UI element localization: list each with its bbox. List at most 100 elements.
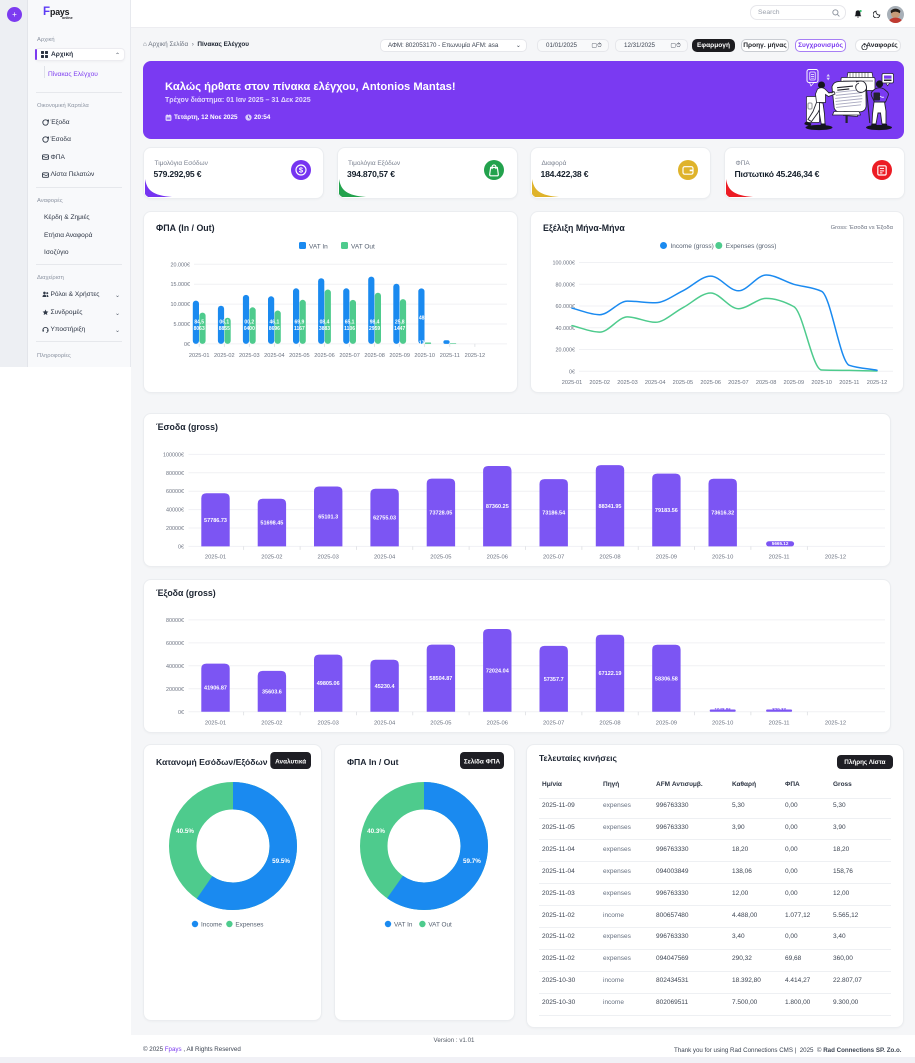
svg-text:$: $ [298, 166, 303, 175]
svg-text:59.7%: 59.7% [463, 858, 481, 865]
svg-text:2025-04: 2025-04 [264, 353, 285, 359]
svg-text:2025-09: 2025-09 [389, 353, 410, 359]
svg-text:ΦΠΑ In / Out: ΦΠΑ In / Out [347, 757, 399, 767]
svg-text:2025-01: 2025-01 [562, 380, 583, 386]
svg-text:65,1: 65,1 [345, 319, 355, 325]
svg-text:2025-06: 2025-06 [700, 380, 721, 386]
svg-text:Income (gross): Income (gross) [671, 243, 714, 250]
svg-text:2025-11: 2025-11 [440, 353, 460, 359]
svg-text:Expenses (gross): Expenses (gross) [726, 243, 777, 250]
svg-text:8696: 8696 [269, 326, 280, 332]
svg-text:48: 48 [419, 315, 425, 321]
svg-text:20.000€: 20.000€ [556, 347, 576, 353]
svg-text:2025-11: 2025-11 [769, 555, 790, 561]
svg-text:Income: Income [201, 922, 222, 929]
svg-text:69,9: 69,9 [295, 319, 305, 325]
svg-text:60000€: 60000€ [166, 641, 184, 647]
svg-text:2025-02: 2025-02 [214, 353, 235, 359]
svg-text:2025-08: 2025-08 [756, 380, 777, 386]
svg-text:2025-10: 2025-10 [811, 380, 832, 386]
svg-text:80000€: 80000€ [166, 618, 184, 624]
svg-text:58306.58: 58306.58 [655, 676, 678, 682]
svg-text:2025-11: 2025-11 [769, 721, 790, 727]
svg-text:67122.19: 67122.19 [599, 671, 622, 677]
svg-text:2025-12: 2025-12 [825, 555, 846, 561]
svg-text:100000€: 100000€ [163, 452, 184, 458]
svg-text:2025-12: 2025-12 [465, 353, 486, 359]
svg-text:00,2: 00,2 [244, 319, 254, 325]
svg-text:2025-01: 2025-01 [205, 555, 226, 561]
svg-text:46,1: 46,1 [270, 319, 280, 325]
svg-text:20000€: 20000€ [166, 687, 184, 693]
svg-text:2025-12: 2025-12 [867, 380, 888, 386]
svg-text:2025-06: 2025-06 [487, 721, 508, 727]
svg-text:2025-12: 2025-12 [825, 721, 846, 727]
svg-text:8855: 8855 [219, 326, 230, 332]
svg-text:1167: 1167 [294, 326, 305, 332]
svg-text:Gross: Έσοδα vs Έξοδα: Gross: Έσοδα vs Έξοδα [831, 225, 894, 231]
svg-text:Εξέλιξη Μήνα-Μήνα: Εξέλιξη Μήνα-Μήνα [543, 223, 625, 233]
svg-text:2025-11: 2025-11 [839, 380, 859, 386]
svg-text:2025-05: 2025-05 [430, 555, 451, 561]
svg-text:2025-06: 2025-06 [487, 555, 508, 561]
svg-text:2025-05: 2025-05 [289, 353, 310, 359]
svg-text:45230.4: 45230.4 [375, 684, 396, 690]
svg-text:2025-09: 2025-09 [784, 380, 805, 386]
svg-text:ΦΠΑ (In / Out): ΦΠΑ (In / Out) [156, 223, 215, 233]
svg-text:65101.3: 65101.3 [318, 515, 338, 521]
svg-text:25,8: 25,8 [395, 319, 405, 325]
svg-text:2025-07: 2025-07 [543, 555, 564, 561]
svg-text:49805.06: 49805.06 [317, 681, 340, 687]
svg-text:59.5%: 59.5% [272, 858, 290, 865]
svg-text:2025-03: 2025-03 [318, 555, 339, 561]
svg-text:2025-09: 2025-09 [656, 721, 677, 727]
svg-text:2025-10: 2025-10 [712, 555, 733, 561]
svg-text:60000€: 60000€ [166, 489, 184, 495]
svg-text:0400: 0400 [244, 326, 255, 332]
svg-text:2025-03: 2025-03 [617, 380, 638, 386]
svg-text:40000€: 40000€ [166, 508, 184, 514]
svg-text:0€: 0€ [184, 341, 190, 347]
svg-text:2959: 2959 [369, 326, 380, 332]
svg-text:73728.05: 73728.05 [429, 511, 452, 517]
svg-text:2025-04: 2025-04 [374, 555, 396, 561]
svg-text:Αναλυτικά: Αναλυτικά [275, 758, 306, 766]
svg-text:40.3%: 40.3% [367, 828, 385, 835]
svg-text:1048.86: 1048.86 [715, 707, 732, 712]
svg-text:829.33: 829.33 [772, 707, 786, 712]
svg-text:88341.95: 88341.95 [599, 504, 622, 510]
svg-text:2025-07: 2025-07 [339, 353, 360, 359]
svg-text:79183.56: 79183.56 [655, 508, 678, 514]
svg-text:Έσοδα (gross): Έσοδα (gross) [156, 422, 218, 432]
svg-text:98,4: 98,4 [370, 319, 380, 325]
svg-text:2025-01: 2025-01 [205, 721, 226, 727]
svg-text:2025-02: 2025-02 [589, 380, 610, 386]
svg-text:80.000€: 80.000€ [556, 282, 576, 288]
svg-text:2025-07: 2025-07 [728, 380, 749, 386]
svg-text:0€: 0€ [178, 544, 184, 550]
svg-text:0€: 0€ [569, 369, 575, 375]
svg-text:17: 17 [419, 340, 425, 346]
svg-text:2025-10: 2025-10 [414, 353, 435, 359]
svg-text:15.000€: 15.000€ [171, 282, 191, 288]
svg-text:1106: 1106 [344, 326, 355, 332]
svg-text:84,5: 84,5 [194, 319, 204, 325]
svg-text:8063: 8063 [194, 326, 205, 332]
svg-text:73616.32: 73616.32 [711, 511, 734, 517]
svg-text:57786.73: 57786.73 [204, 518, 227, 524]
svg-text:Κατανομή Εσόδων/Εξόδων: Κατανομή Εσόδων/Εξόδων [156, 757, 268, 767]
svg-text:2025-03: 2025-03 [318, 721, 339, 727]
svg-text:100.000€: 100.000€ [553, 260, 575, 266]
svg-text:VAT Out: VAT Out [351, 243, 375, 250]
svg-text:40.5%: 40.5% [176, 828, 194, 835]
svg-text:VAT In: VAT In [309, 243, 328, 250]
svg-text:0€: 0€ [178, 710, 184, 716]
svg-text:2025-02: 2025-02 [261, 721, 282, 727]
svg-text:2025-06: 2025-06 [314, 353, 335, 359]
svg-text:5.000€: 5.000€ [174, 322, 191, 328]
svg-text:2025-08: 2025-08 [364, 353, 385, 359]
svg-text:87360.25: 87360.25 [486, 504, 509, 510]
svg-text:72024.04: 72024.04 [486, 668, 510, 674]
svg-text:VAT Out: VAT Out [428, 922, 452, 929]
svg-text:Expenses: Expenses [235, 922, 263, 929]
